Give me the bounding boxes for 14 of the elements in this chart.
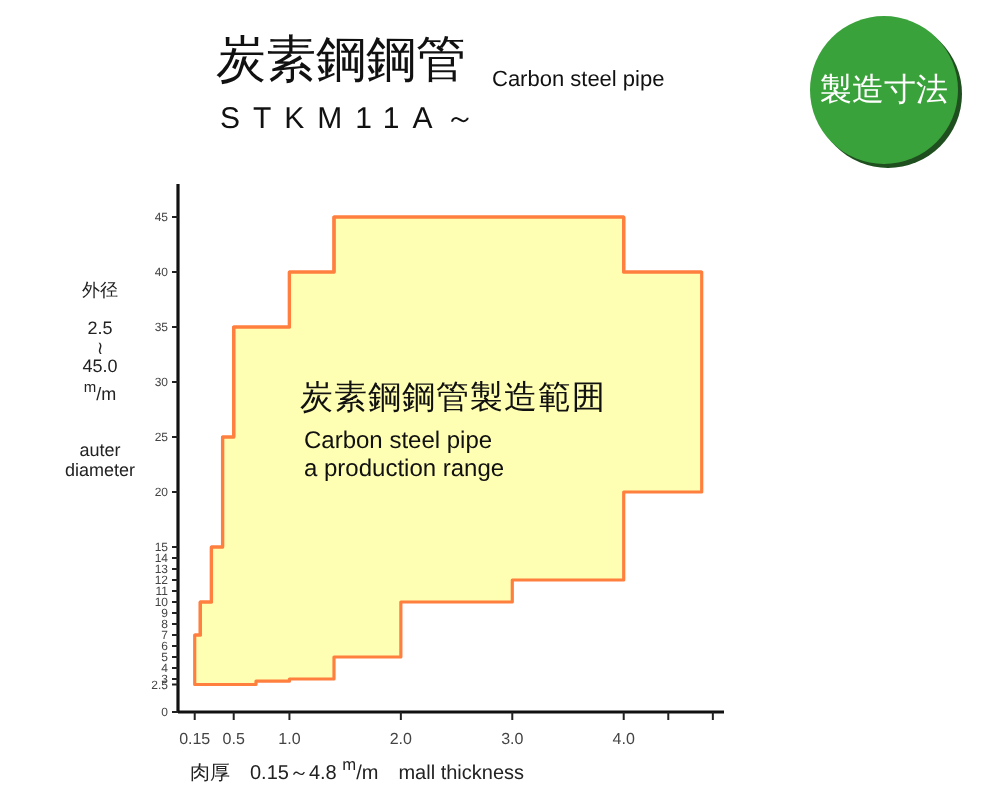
text: 製造寸法 <box>818 70 950 110</box>
x-tick-label: 2.0 <box>389 730 414 748</box>
x-tick-label: 4.0 <box>612 730 636 748</box>
text: Carbon steel pipe <box>492 66 665 94</box>
chart-subtitle: STKM11A～ <box>220 102 489 138</box>
series-label: 炭素鋼鋼管製造範囲 <box>300 378 606 418</box>
x-tick-label: 0.15 <box>179 730 212 748</box>
x-axis-title: 肉厚 0.15～4.8 $^{m}$/m mall thickness <box>190 752 524 787</box>
annotation: Carbon steel pipe a production range <box>304 426 505 482</box>
x-tick-label: 0.5 <box>222 730 246 748</box>
chart-title: 炭素鋼鋼管 <box>216 30 466 90</box>
text: 外径 2.5 ≀ 45.0 $^{m}$/m auter diameter <box>64 280 135 479</box>
x-tick-label: 3.0 <box>501 730 525 748</box>
x-tick-label: 1.0 <box>278 730 302 748</box>
